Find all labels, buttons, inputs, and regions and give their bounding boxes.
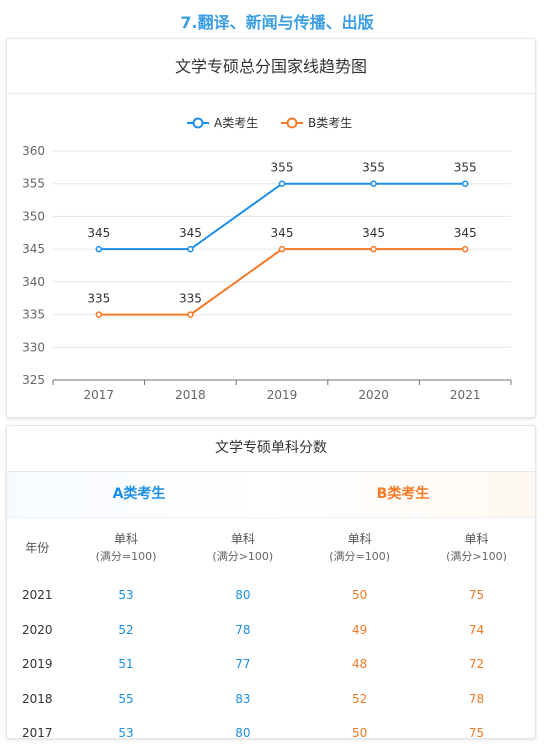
data-label: 345: [271, 226, 294, 240]
chart-title: 文学专硕总分国家线趋势图: [7, 39, 535, 94]
score-table-card: 文学专硕单科分数 A类考生 B类考生 年份 单科 (满分=100) 单科 (满分>1…: [6, 425, 536, 740]
b-sub100-cell: 52: [352, 691, 368, 706]
data-label: 335: [179, 292, 202, 306]
year-column-header: 年份: [7, 518, 68, 578]
b-sub100-cell: 50: [352, 726, 368, 741]
data-label: 345: [454, 226, 477, 240]
year-header-label: 年份: [25, 540, 50, 555]
table-row: 2017 53 80 50 75: [7, 716, 535, 751]
chart-card: 文学专硕总分国家线趋势图 325 330 335 340 345 350 355 360 201…: [6, 38, 536, 418]
table-row: 2020 52 78 49 74: [7, 613, 535, 648]
year-cell: 2021: [22, 588, 53, 603]
b-sub100-cell: 48: [352, 657, 368, 672]
data-point: [95, 311, 103, 318]
page-title: 7.翻译、新闻与传播、出版: [180, 13, 374, 32]
fullgt100-label: (满分>100): [446, 550, 507, 563]
legend-label: A类考生: [214, 116, 258, 130]
data-point: [461, 245, 469, 253]
group-header-row: A类考生 B类考生: [7, 472, 535, 518]
a-sub100-cell: 55: [118, 691, 134, 706]
x-tick-label: 2020: [358, 388, 389, 402]
y-tick-label: 355: [22, 177, 45, 191]
a-subgt100-cell: 78: [235, 622, 251, 637]
full100-label: (满分=100): [329, 550, 391, 563]
x-tick-label: 2018: [175, 388, 206, 402]
fullgt100-label: (满分>100): [212, 550, 274, 563]
a-subgt100-cell: 83: [235, 691, 251, 706]
table-row: 2019 51 77 48 72: [7, 647, 535, 682]
sub-label: 单科: [464, 532, 489, 546]
y-tick-label: 360: [22, 144, 45, 158]
data-point: [370, 245, 377, 253]
sub-label: 单科: [347, 532, 372, 546]
b-subgt100-header: 单科 (满分>100): [418, 518, 535, 578]
a-sub100-cell: 53: [118, 726, 134, 741]
data-point: [95, 245, 103, 253]
y-tick-label: 350: [22, 209, 45, 223]
full100-label: (满分=100): [95, 550, 157, 563]
a-subgt100-cell: 80: [235, 726, 251, 741]
data-label: 345: [87, 226, 110, 240]
data-label: 355: [454, 161, 477, 175]
legend-swatch-marker: [192, 117, 204, 129]
table-row: 2021 53 80 50 75: [7, 578, 535, 613]
data-point: [278, 180, 286, 187]
legend-label: B类考生: [308, 116, 352, 130]
data-label: 345: [362, 226, 385, 240]
x-tick-label: 2021: [450, 388, 481, 402]
a-sub100-cell: 52: [118, 622, 134, 637]
y-tick-label: 335: [22, 308, 45, 322]
data-label: 345: [179, 226, 202, 240]
x-tick-label: 2019: [267, 388, 298, 402]
b-subgt100-cell: 75: [468, 726, 485, 741]
legend-swatch-marker: [286, 117, 298, 129]
data-point: [461, 180, 469, 187]
group-b-header: B类考生: [271, 472, 535, 517]
data-point: [187, 311, 194, 318]
a-sub100-header: 单科 (满分=100): [68, 518, 185, 578]
data-label: 355: [271, 161, 294, 175]
y-tick-label: 330: [22, 340, 45, 354]
year-cell: 2020: [22, 622, 53, 637]
b-subgt100-cell: 74: [468, 622, 485, 637]
y-tick-label: 325: [22, 373, 45, 387]
table-row: 2018 55 83 52 78: [7, 682, 535, 717]
a-sub100-cell: 51: [118, 657, 134, 672]
score-table: 年份 单科 (满分=100) 单科 (满分>100) 单科 (满分=100) 单科 (满…: [7, 518, 535, 751]
sub-label: 单科: [230, 532, 255, 546]
b-sub100-cell: 49: [352, 622, 368, 637]
y-tick-label: 345: [22, 242, 45, 256]
x-tick-label: 2017: [84, 388, 115, 402]
table-title: 文学专硕单科分数: [7, 426, 535, 472]
a-sub100-cell: 53: [118, 588, 134, 603]
b-sub100-cell: 50: [352, 588, 368, 603]
b-subgt100-cell: 78: [468, 691, 485, 706]
year-cell: 2018: [22, 691, 53, 706]
y-tick-label: 340: [22, 275, 45, 289]
b-subgt100-cell: 72: [468, 657, 485, 672]
b-subgt100-cell: 75: [468, 588, 485, 603]
sub-label: 单科: [113, 532, 138, 546]
table-header-row: 年份 单科 (满分=100) 单科 (满分>100) 单科 (满分=100) 单科 (满…: [7, 518, 535, 578]
a-subgt100-cell: 80: [235, 588, 251, 603]
data-label: 335: [87, 292, 110, 306]
year-cell: 2019: [22, 657, 53, 672]
a-subgt100-header: 单科 (满分>100): [184, 518, 301, 578]
b-sub100-header: 单科 (满分=100): [301, 518, 418, 578]
data-point: [187, 245, 194, 253]
year-cell: 2017: [22, 726, 53, 741]
line-chart: 325 330 335 340 345 350 355 360 2017 2018 2019 2020…: [22, 116, 512, 402]
data-point: [278, 245, 286, 253]
data-point: [370, 180, 377, 187]
a-subgt100-cell: 77: [235, 657, 251, 672]
data-label: 355: [362, 161, 385, 175]
group-a-header: A类考生: [7, 472, 271, 517]
